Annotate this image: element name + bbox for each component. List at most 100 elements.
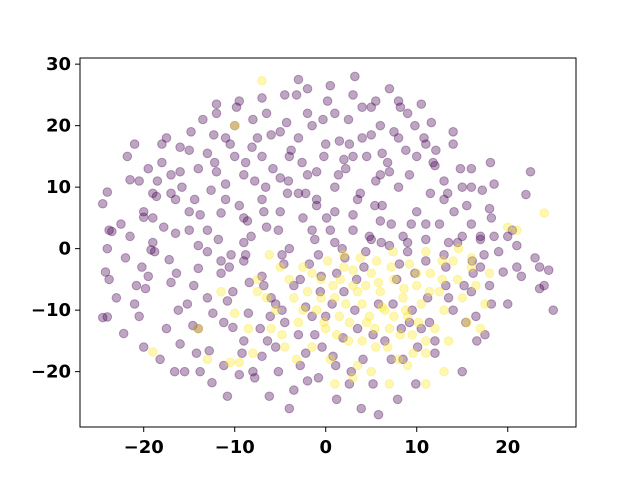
scatter-point (489, 231, 499, 242)
scatter-point (289, 293, 299, 303)
scatter-point (466, 286, 477, 297)
scatter-point (434, 219, 445, 229)
scatter-point (234, 200, 245, 211)
scatter-point (337, 243, 347, 254)
scatter-point (364, 231, 375, 242)
scatter-point (402, 108, 413, 119)
scatter-point (252, 133, 263, 143)
scatter-point (257, 75, 267, 86)
scatter-point (425, 268, 436, 279)
scatter-point (182, 299, 193, 309)
scatter-point (298, 213, 308, 223)
scatter-point (291, 354, 302, 365)
scatter-point (138, 212, 149, 223)
scatter-point (402, 311, 413, 322)
scatter-point (437, 256, 448, 266)
scatter-point (259, 206, 269, 217)
scatter-point (422, 293, 433, 303)
scatter-point (228, 322, 238, 333)
scatter-point (224, 262, 235, 272)
scatter-point (384, 83, 395, 94)
scatter-point (443, 336, 454, 346)
scatter-point (421, 348, 431, 359)
scatter-point (416, 323, 427, 334)
scatter-point (298, 305, 308, 315)
scatter-point (175, 339, 185, 349)
scatter-point (211, 108, 222, 119)
scatter-point (392, 394, 403, 405)
scatter-point (348, 210, 358, 220)
scatter-point (534, 262, 545, 272)
scatter-point (452, 237, 463, 248)
scatter-point (193, 323, 204, 334)
scatter-point (275, 262, 286, 272)
scatter-point (222, 296, 233, 306)
scatter-point (226, 250, 236, 260)
scatter-point (360, 246, 371, 257)
scatter-point (357, 299, 367, 309)
scatter-point (179, 366, 190, 377)
scatter-point (376, 237, 387, 248)
scatter-point (375, 286, 386, 297)
scatter-point (375, 120, 386, 131)
scatter-point (157, 139, 167, 149)
scatter-point (393, 133, 404, 143)
scatter-point (331, 268, 342, 279)
scatter-point (304, 259, 315, 269)
scatter-point (330, 108, 340, 119)
scatter-point (375, 170, 386, 180)
scatter-point (120, 253, 131, 263)
scatter-point (370, 176, 381, 186)
scatter-point (158, 222, 169, 232)
scatter-point (193, 240, 204, 251)
scatter-point (457, 182, 468, 192)
scatter-point (249, 373, 260, 383)
scatter-point (320, 139, 331, 149)
scatter-point (475, 262, 486, 272)
scatter-point (377, 148, 387, 159)
scatter-point (521, 189, 531, 200)
scatter-point (293, 317, 304, 328)
scatter-point (330, 293, 340, 303)
scatter-point (313, 250, 324, 260)
scatter-point (525, 166, 536, 177)
scatter-point (316, 271, 326, 282)
scatter-point (143, 163, 154, 174)
scatter-point (398, 293, 408, 303)
scatter-point (193, 163, 204, 174)
x-tick-label: −20 (124, 437, 164, 458)
scatter-point (202, 225, 213, 235)
scatter-point (243, 308, 254, 319)
scatter-point (270, 342, 281, 352)
scatter-point (406, 219, 417, 229)
scatter-point (266, 293, 276, 303)
scatter-point (207, 377, 217, 388)
scatter-point (289, 280, 299, 291)
scatter-point (218, 360, 229, 371)
scatter-point (384, 166, 395, 177)
scatter-point (330, 360, 341, 371)
scatter-point (466, 163, 477, 174)
scatter-point (218, 317, 229, 328)
scatter-point (317, 342, 327, 352)
scatter-point (377, 302, 387, 312)
scatter-points (97, 71, 559, 420)
scatter-point (222, 391, 233, 402)
scatter-point (516, 271, 527, 282)
scatter-point (344, 139, 355, 149)
scatter-point (148, 213, 158, 223)
scatter-point (502, 231, 513, 242)
scatter-point (455, 163, 466, 174)
scatter-point (202, 246, 213, 257)
scatter-point (407, 305, 417, 315)
scatter-point (102, 312, 113, 322)
scatter-point (138, 342, 149, 352)
scatter-point (171, 268, 182, 279)
scatter-point (240, 250, 251, 260)
scatter-point (396, 323, 407, 334)
scatter-point (320, 311, 331, 322)
scatter-point (466, 219, 477, 229)
scatter-point (302, 376, 313, 386)
scatter-point (475, 234, 486, 245)
scatter-point (548, 305, 559, 315)
